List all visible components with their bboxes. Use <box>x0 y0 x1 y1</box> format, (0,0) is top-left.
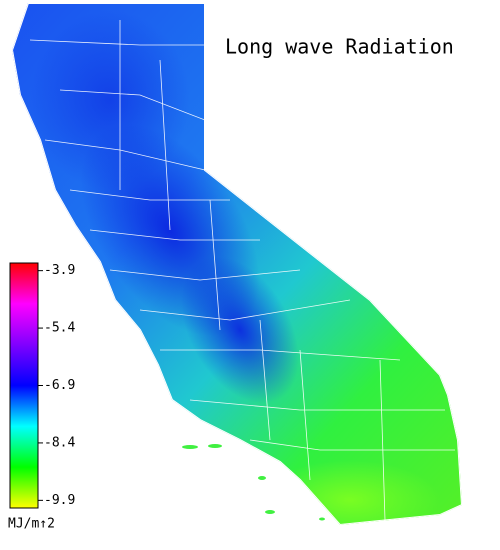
islands <box>182 444 325 521</box>
colorbar-label: MJ/m↑2 <box>8 517 55 532</box>
colorbar: -3.9 -5.4 -6.9 -8.4 -9.9 <box>9 262 75 509</box>
south-shade <box>260 460 440 525</box>
colorbar-tick-label: -5.4 <box>44 321 75 336</box>
colorbar-scale <box>9 262 39 509</box>
sierra-shade <box>181 256 299 404</box>
map-title: Long wave Radiation <box>225 35 454 59</box>
colorbar-tick-label: -8.4 <box>44 435 75 450</box>
county-lines <box>29 20 455 521</box>
colorbar-tick-label: -6.9 <box>44 378 75 393</box>
state-border <box>12 3 462 525</box>
colorbar-tick-label: -9.9 <box>44 493 75 508</box>
north-shade <box>30 10 190 190</box>
colorbar-tick-label: -3.9 <box>44 263 75 278</box>
